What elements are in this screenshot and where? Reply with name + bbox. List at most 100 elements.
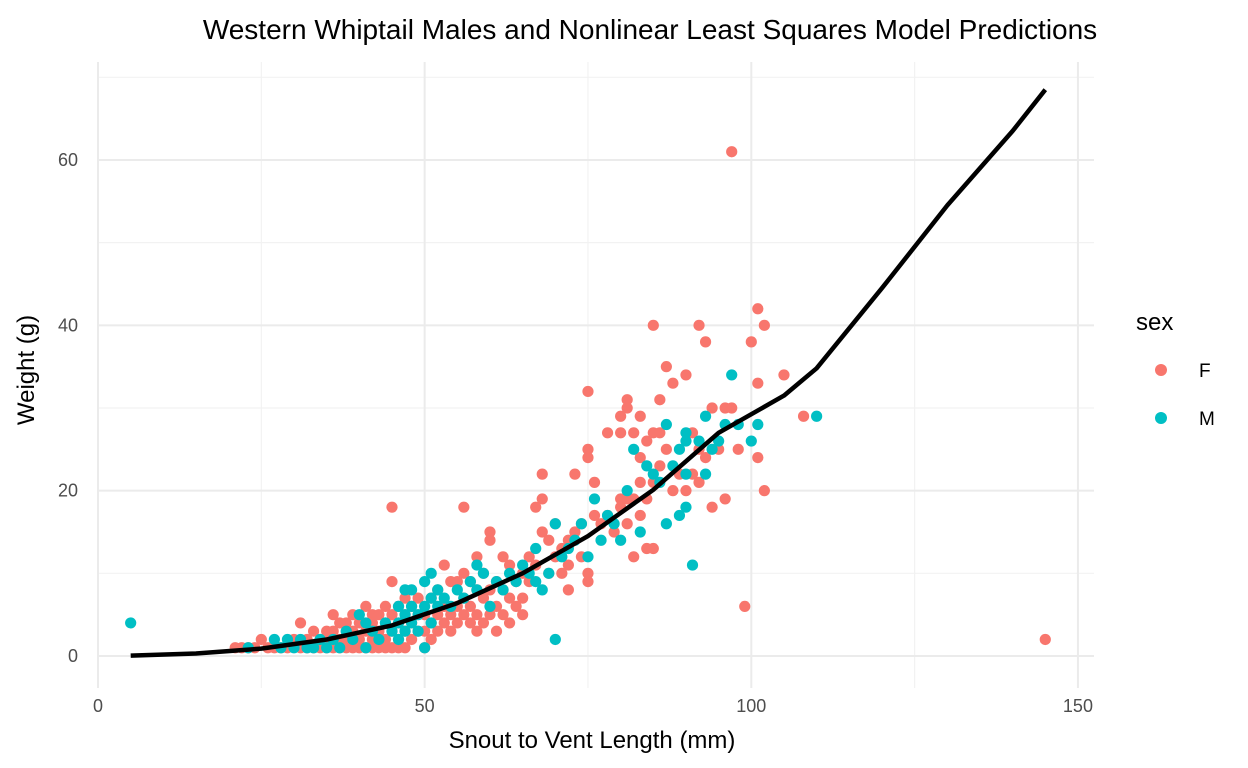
data-point-f [255, 633, 267, 646]
data-point-f [294, 617, 307, 629]
legend-title: sex [1136, 309, 1173, 336]
data-point-f [360, 600, 372, 612]
data-point-f [569, 468, 581, 480]
data-point-f [477, 592, 490, 604]
data-point-f [438, 559, 450, 571]
data-point-m [543, 567, 555, 579]
data-point-f [503, 592, 516, 604]
y-tick-label: 20 [58, 481, 78, 501]
data-point-m [405, 584, 418, 596]
data-point-m [334, 642, 346, 654]
legend-key-m [1155, 412, 1167, 424]
data-point-f [726, 146, 738, 158]
data-point-m [628, 443, 640, 455]
data-point-m [412, 625, 424, 637]
legend-label-m: M [1199, 409, 1215, 430]
data-point-m [647, 468, 659, 480]
data-point-f [634, 476, 646, 488]
data-point-m [811, 410, 823, 422]
data-point-f [745, 336, 757, 348]
x-tick-label: 50 [415, 696, 435, 716]
data-point-f [425, 633, 437, 646]
data-point-f [758, 485, 770, 497]
data-point-f [484, 526, 496, 538]
data-point-m [360, 642, 372, 654]
data-point-f [399, 592, 411, 604]
x-tick-label: 150 [1063, 696, 1093, 716]
data-point-m [392, 600, 405, 612]
data-point-m [549, 633, 561, 646]
data-point-f [758, 319, 770, 331]
data-point-m [699, 468, 712, 480]
data-point-m [752, 418, 764, 431]
y-tick-label: 0 [68, 646, 78, 666]
data-point-f [582, 385, 594, 398]
data-point-m [680, 435, 692, 447]
data-point-f [706, 402, 718, 414]
data-point-f [732, 443, 744, 455]
data-point-f [699, 336, 712, 348]
data-point-f [458, 501, 470, 513]
grid [97, 62, 1094, 688]
data-point-f [680, 369, 692, 381]
data-point-m [641, 460, 653, 472]
data-point-m [549, 518, 561, 530]
data-point-m [680, 501, 692, 513]
data-point-f [484, 609, 496, 621]
data-point-m [464, 575, 476, 588]
data-point-f [556, 567, 568, 579]
legend-label-f: F [1199, 361, 1211, 382]
data-point-m [536, 584, 548, 596]
data-point-f [654, 394, 666, 406]
data-point-m [281, 633, 294, 646]
data-point-f [628, 427, 640, 439]
data-point-m [321, 642, 333, 654]
prediction-line-path [130, 88, 1048, 658]
data-point-f [562, 559, 574, 571]
data-point-f [445, 609, 457, 621]
data-point-m [621, 485, 633, 497]
tick-labels: 0 50 100 150 0 20 40 60 [58, 150, 1093, 716]
data-point-f [510, 600, 522, 612]
data-point-m [307, 642, 320, 654]
data-point-f [634, 410, 646, 422]
data-point-f [464, 600, 476, 612]
data-point-f [778, 369, 790, 381]
data-point-f [477, 617, 490, 629]
data-point-m [386, 625, 398, 637]
data-point-f [517, 609, 529, 621]
data-point-f [608, 526, 620, 538]
chart-title: Western Whiptail Males and Nonlinear Lea… [203, 14, 1097, 45]
x-axis-title: Snout to Vent Length (mm) [449, 727, 736, 754]
data-point-m [373, 633, 385, 646]
data-point-f [693, 476, 705, 488]
data-point-m [660, 418, 672, 431]
data-point-m [392, 633, 405, 646]
data-point-f [503, 559, 516, 571]
data-point-f [726, 402, 738, 414]
data-point-f [543, 534, 555, 546]
data-point-f [471, 625, 483, 637]
data-point-f [490, 625, 503, 637]
y-axis-title: Weight (g) [13, 315, 40, 425]
x-tick-label: 0 [93, 696, 103, 716]
data-point-m [477, 567, 490, 579]
data-point-m [125, 617, 137, 629]
data-point-f [634, 509, 646, 522]
data-point-f [797, 410, 810, 422]
x-tick-label: 100 [736, 696, 766, 716]
data-point-m [425, 592, 437, 604]
data-point-f [752, 377, 764, 389]
data-point-f [752, 451, 764, 464]
data-point-m [726, 369, 738, 381]
data-point-f [536, 493, 548, 505]
data-point-m [419, 600, 431, 612]
data-point-f [307, 625, 320, 637]
data-point-f [405, 633, 418, 646]
data-point-f [386, 501, 398, 513]
data-point-f [588, 476, 601, 488]
data-point-f [621, 394, 633, 406]
data-point-m [451, 584, 463, 596]
data-point-m [615, 534, 627, 546]
